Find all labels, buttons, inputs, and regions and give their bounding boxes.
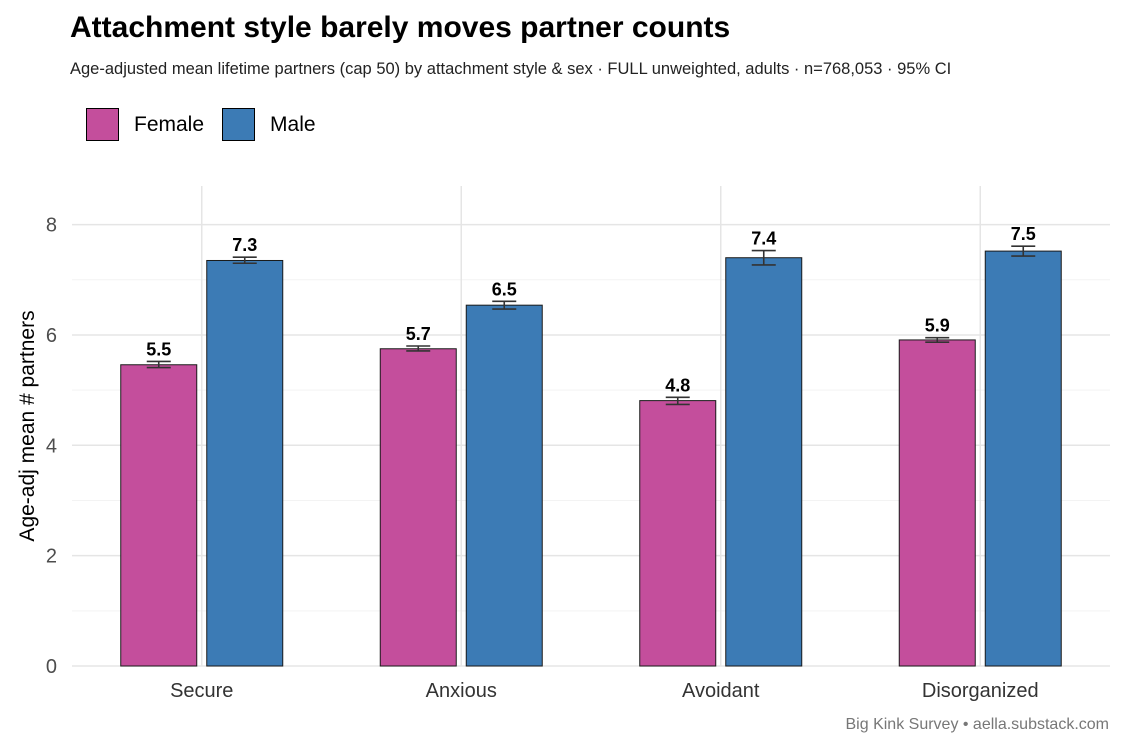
y-axis-ticks: 0 2 4 6 8 (46, 215, 57, 678)
legend-swatch-male (222, 108, 256, 141)
x-tick-label-secure: Secure (170, 680, 233, 702)
legend-label-female: Female (134, 112, 205, 136)
bar-label-female-disorganized: 5.9 (925, 316, 950, 336)
legend-item-male: Male (222, 108, 316, 141)
bars: 5.5 7.3 5.7 6.5 4.8 7.4 5.9 7.5 (120, 224, 1062, 667)
bar-label-male-disorganized: 7.5 (1011, 224, 1036, 244)
bar-female-anxious (379, 348, 457, 667)
bar-label-male-avoidant: 7.4 (751, 229, 776, 249)
y-tick-label: 4 (46, 435, 57, 457)
caption: Big Kink Survey • aella.substack.com (845, 716, 1110, 733)
error-bar-male-avoidant (751, 249, 776, 266)
x-tick-label-anxious: Anxious (426, 680, 497, 702)
bar-male-avoidant (725, 257, 803, 667)
y-tick-label: 2 (46, 546, 57, 568)
bar-female-avoidant (639, 400, 717, 667)
y-tick-label: 6 (46, 325, 57, 347)
bar-label-female-avoidant: 4.8 (665, 375, 690, 395)
legend-label-male: Male (270, 112, 316, 136)
legend-item-female: Female (86, 108, 204, 141)
error-bar-male-disorganized (1011, 245, 1036, 257)
bar-label-male-anxious: 6.5 (492, 279, 517, 299)
legend-swatch-female (86, 108, 119, 141)
bar-label-female-secure: 5.5 (146, 339, 171, 359)
error-bar-female-avoidant (665, 396, 690, 406)
error-bar-male-anxious (492, 300, 517, 310)
bar-label-male-secure: 7.3 (232, 235, 257, 255)
x-tick-label-disorganized: Disorganized (922, 680, 1039, 702)
chart-subtitle: Age-adjusted mean lifetime partners (cap… (70, 60, 952, 78)
bar-label-female-anxious: 5.7 (406, 324, 431, 344)
error-bar-female-disorganized (925, 336, 950, 343)
y-tick-label: 8 (46, 215, 57, 237)
bar-male-disorganized (984, 250, 1062, 667)
bar-male-anxious (465, 304, 543, 667)
bar-female-secure (120, 364, 198, 667)
error-bar-female-anxious (406, 345, 431, 352)
y-tick-label: 0 (46, 656, 57, 678)
bar-male-secure (206, 259, 284, 667)
bar-female-disorganized (898, 339, 976, 667)
y-axis-title: Age-adj mean # partners (16, 310, 39, 541)
x-axis-ticks: Secure Anxious Avoidant Disorganized (170, 680, 1039, 702)
chart-title: Attachment style barely moves partner co… (70, 11, 731, 44)
error-bar-male-secure (232, 256, 257, 265)
error-bar-female-secure (146, 360, 171, 369)
legend: Female Male (86, 108, 334, 141)
x-tick-label-avoidant: Avoidant (682, 680, 760, 702)
